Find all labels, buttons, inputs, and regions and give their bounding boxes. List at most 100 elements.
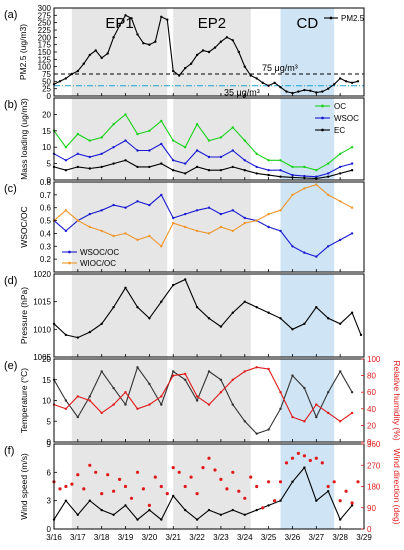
episode-band-ep1	[71, 359, 168, 442]
data-point-1-1-17	[255, 165, 258, 169]
episode-band-cd	[280, 359, 335, 442]
data-point-5-1-9	[106, 473, 110, 477]
y-tick-label-1-0: 0	[47, 176, 52, 185]
data-point-1-2-8	[148, 165, 151, 169]
y-tick-label-2-0.3: 0.3	[40, 242, 52, 251]
data-point-0-0-19	[166, 18, 169, 21]
data-point-4-0-24	[339, 370, 342, 373]
data-point-5-1-34	[255, 484, 259, 489]
data-point-2-1-18	[267, 212, 270, 216]
data-point-0-0-16	[148, 43, 151, 46]
y-tick-label-0-150: 150	[38, 48, 52, 57]
panel-letter-0: (a)	[4, 9, 17, 21]
data-point-3-0-4	[100, 322, 103, 325]
data-point-1-1-16	[243, 159, 246, 162]
data-point-5-0-5	[112, 513, 115, 516]
data-point-0-0-45	[321, 90, 324, 93]
data-point-2-0-15	[231, 209, 234, 212]
data-point-4-1-6	[124, 391, 127, 394]
data-point-0-0-43	[309, 89, 312, 92]
episode-band-ep1	[71, 444, 168, 529]
y-right-tick-label-4-60: 60	[367, 388, 376, 397]
data-point-5-0-2	[76, 513, 80, 516]
data-point-5-1-28	[219, 477, 223, 481]
data-point-5-1-21	[177, 470, 181, 474]
data-point-4-0-12	[195, 399, 199, 402]
data-point-1-0-13	[207, 139, 211, 142]
data-point-1-0-3	[88, 139, 92, 142]
data-point-2-1-9	[160, 245, 163, 248]
data-point-5-1-6	[88, 463, 92, 467]
data-point-5-1-1	[58, 487, 62, 491]
data-point-5-0-11	[184, 508, 187, 512]
data-point-0-0-12	[124, 14, 127, 17]
y-tick-label-0-175: 175	[38, 41, 52, 50]
y-right-tick-label-4-80: 80	[367, 372, 376, 381]
y-tick-label-3-1005: 1005	[33, 353, 51, 362]
y-tick-label-2-0.4: 0.4	[40, 229, 52, 238]
data-point-5-1-33	[249, 475, 253, 479]
y-tick-label-0-250: 250	[38, 19, 52, 28]
data-point-2-1-5	[112, 234, 115, 238]
data-point-2-0-7	[136, 200, 139, 203]
y-right-tick-label-4-20: 20	[367, 421, 376, 430]
data-point-0-0-20	[172, 69, 175, 73]
data-point-0-0-2	[64, 77, 68, 80]
data-point-1-2-3	[88, 167, 92, 170]
y-tick-label-0-50: 50	[42, 77, 51, 86]
data-point-2-1-1	[64, 209, 68, 212]
series-line-1-2	[53, 159, 353, 179]
data-point-4-0-8	[148, 382, 151, 386]
data-point-1-1-25	[350, 162, 354, 165]
data-point-1-0-9	[160, 119, 163, 123]
data-point-4-1-13	[207, 403, 211, 406]
data-point-4-1-25	[350, 411, 354, 415]
data-point-0-0-7	[94, 49, 97, 52]
data-point-1-2-17	[255, 172, 258, 175]
y-tick-label-4-0: 0	[47, 438, 52, 447]
panel-frame-2	[53, 181, 365, 273]
data-point-4-0-2	[76, 415, 80, 419]
data-point-1-2-6	[124, 159, 127, 162]
data-point-2-1-23	[327, 193, 330, 197]
data-point-4-1-15	[231, 378, 234, 381]
data-point-4-0-5	[112, 386, 115, 390]
data-point-1-2-19	[279, 175, 282, 178]
data-point-0-0-8	[100, 56, 103, 60]
series-line-1-0	[53, 113, 353, 171]
data-point-5-1-4	[76, 473, 80, 477]
legend-label-b-2: EC	[334, 126, 345, 135]
data-point-4-1-21	[303, 420, 306, 423]
data-point-2-0-19	[279, 229, 282, 233]
data-point-3-0-25	[350, 311, 354, 314]
episode-band-ep2	[173, 359, 251, 442]
data-point-5-0-21	[303, 466, 306, 469]
data-point-0-0-14	[136, 33, 139, 36]
legend-marker-b-1	[321, 116, 324, 120]
data-point-2-1-19	[279, 209, 282, 212]
legend-marker-b-0	[321, 104, 324, 108]
data-point-4-0-23	[327, 391, 330, 394]
data-point-1-2-23	[327, 175, 330, 178]
data-point-4-1-16	[243, 370, 246, 373]
y-tick-label-4-5: 5	[47, 417, 52, 426]
data-point-0-0-9	[106, 52, 109, 55]
data-point-0-0-28	[219, 40, 223, 43]
data-point-5-1-45	[320, 461, 324, 465]
data-point-0-0-44	[315, 91, 318, 94]
data-point-1-0-14	[219, 136, 223, 139]
legend-label-c-0: WSOC/OC	[80, 248, 119, 257]
data-point-5-0-25	[350, 504, 354, 507]
data-point-2-0-4	[100, 209, 103, 212]
data-point-2-0-6	[124, 206, 127, 209]
data-point-2-1-13	[207, 232, 211, 235]
data-point-5-0-12	[195, 518, 199, 521]
data-point-1-0-12	[195, 123, 199, 126]
data-point-0-0-6	[88, 53, 92, 57]
data-point-5-1-35	[261, 506, 265, 510]
data-point-2-0-3	[88, 212, 92, 216]
data-point-4-1-10	[172, 374, 175, 377]
data-point-1-0-16	[243, 139, 246, 142]
data-point-5-1-22	[183, 484, 187, 489]
data-point-5-0-3	[88, 499, 92, 502]
